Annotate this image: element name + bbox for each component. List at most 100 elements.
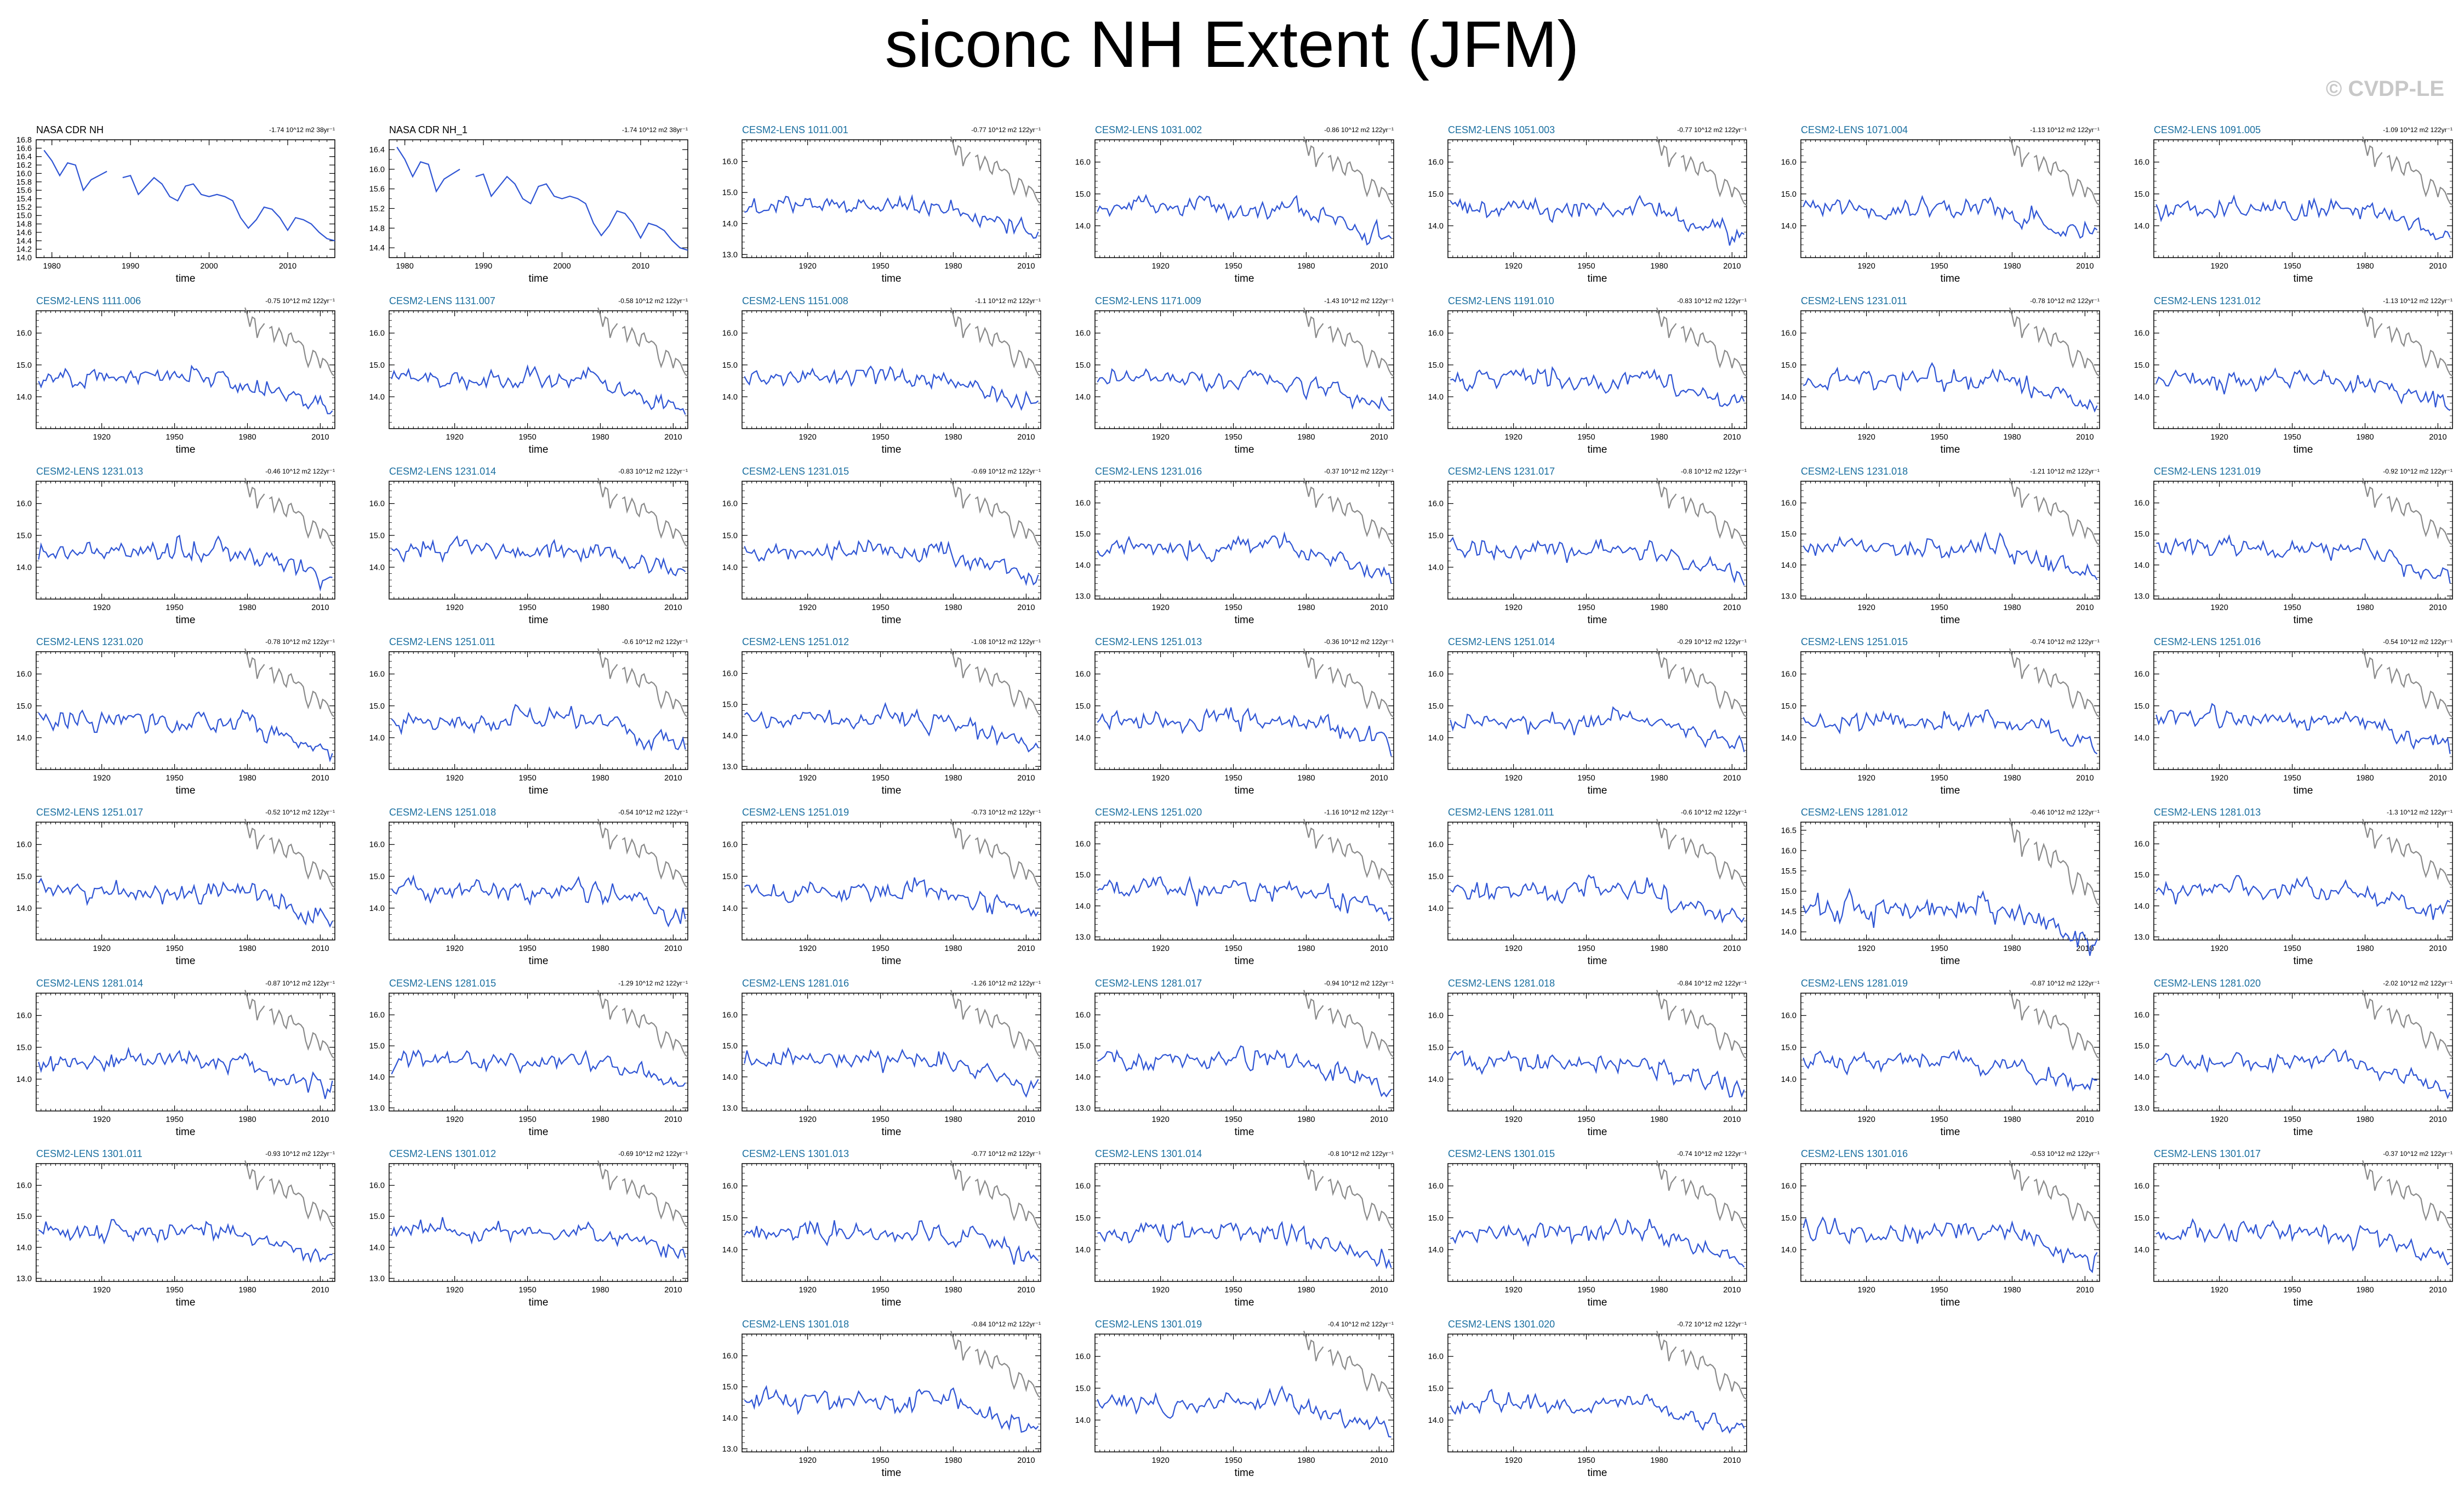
x-axis-label: time bbox=[176, 955, 196, 967]
y-tick-label: 14.5 bbox=[1781, 908, 1796, 916]
x-tick-label: 1950 bbox=[166, 433, 183, 442]
obs-overlay-line bbox=[950, 989, 1041, 1057]
plot-frame bbox=[742, 310, 1041, 429]
x-axis-label: time bbox=[529, 1297, 549, 1308]
y-tick-label: 16.4 bbox=[369, 146, 385, 155]
y-tick-label: 15.0 bbox=[1428, 532, 1444, 540]
plot-frame bbox=[389, 310, 688, 429]
panel-40: CESM2-LENS 1281.019 -0.87 10^12 m2 122yr⁻… bbox=[1781, 978, 2100, 1138]
series-line bbox=[1450, 1388, 1745, 1434]
series-line bbox=[1097, 1045, 1392, 1098]
x-tick-label: 1950 bbox=[518, 774, 536, 783]
series-line bbox=[38, 709, 333, 763]
x-tick-label: 1980 bbox=[2356, 774, 2374, 783]
x-axis-label: time bbox=[176, 1297, 196, 1308]
panel-title: CESM2-LENS 1281.018 bbox=[1448, 978, 1555, 989]
x-tick-label: 1980 bbox=[2003, 1286, 2021, 1295]
y-tick-label: 15.0 bbox=[1781, 1044, 1796, 1052]
x-tick-label: 2010 bbox=[1017, 433, 1035, 442]
x-tick-label: 1920 bbox=[1152, 1456, 1170, 1465]
x-tick-label: 2010 bbox=[664, 603, 682, 612]
y-tick-label: 16.0 bbox=[1428, 841, 1444, 850]
x-tick-label: 1950 bbox=[871, 433, 889, 442]
x-axis-label: time bbox=[2294, 273, 2313, 284]
x-tick-label: 2010 bbox=[2429, 1115, 2446, 1124]
x-tick-label: 2010 bbox=[279, 262, 296, 271]
series-line bbox=[744, 877, 1039, 918]
trend-label: -0.83 10^12 m2 122yr⁻¹ bbox=[618, 468, 688, 475]
series-line bbox=[1803, 887, 2098, 956]
y-tick-label: 15.0 bbox=[722, 1042, 738, 1051]
x-tick-label: 1990 bbox=[475, 262, 492, 271]
y-tick-label: 14.0 bbox=[369, 1244, 385, 1252]
obs-overlay-line bbox=[1303, 1160, 1394, 1230]
x-tick-label: 1950 bbox=[518, 944, 536, 953]
x-tick-label: 1950 bbox=[166, 774, 183, 783]
x-tick-label: 1980 bbox=[1650, 774, 1668, 783]
obs-overlay-line bbox=[1656, 989, 1747, 1059]
x-tick-label: 1920 bbox=[1858, 1286, 1875, 1295]
x-tick-label: 1950 bbox=[1224, 1456, 1242, 1465]
obs-overlay-line bbox=[950, 136, 1041, 204]
x-tick-label: 1980 bbox=[238, 1115, 256, 1124]
panel-title: CESM2-LENS 1231.018 bbox=[1801, 466, 1908, 477]
panel-19: CESM2-LENS 1231.018 -1.21 10^12 m2 122yr⁻… bbox=[1781, 466, 2100, 626]
y-tick-label: 16.0 bbox=[722, 670, 738, 679]
x-tick-label: 1980 bbox=[2356, 1286, 2374, 1295]
y-tick-label: 14.4 bbox=[369, 244, 385, 253]
trend-label: -0.94 10^12 m2 122yr⁻¹ bbox=[1324, 979, 1394, 987]
y-tick-label: 15.0 bbox=[1781, 887, 1796, 896]
panel-5: CESM2-LENS 1071.004 -1.13 10^12 m2 122yr⁻… bbox=[1781, 124, 2100, 284]
y-tick-label: 16.0 bbox=[16, 670, 32, 679]
y-tick-label: 15.0 bbox=[2134, 702, 2149, 711]
y-tick-label: 14.0 bbox=[1075, 902, 1091, 911]
trend-label: -0.84 10^12 m2 122yr⁻¹ bbox=[1677, 979, 1747, 987]
series-line bbox=[1803, 1216, 2098, 1274]
x-tick-label: 1920 bbox=[2211, 944, 2228, 953]
y-tick-label: 16.0 bbox=[1428, 1182, 1444, 1191]
x-tick-label: 1980 bbox=[1650, 433, 1668, 442]
x-tick-label: 1920 bbox=[1505, 1456, 1522, 1465]
x-tick-label: 1950 bbox=[518, 1115, 536, 1124]
x-axis-label: time bbox=[2294, 1297, 2313, 1308]
y-tick-label: 15.0 bbox=[1428, 873, 1444, 881]
x-axis-label: time bbox=[176, 444, 196, 455]
x-tick-label: 1980 bbox=[1297, 1456, 1315, 1465]
y-tick-label: 16.0 bbox=[1428, 1012, 1444, 1021]
y-tick-label: 16.0 bbox=[369, 166, 385, 174]
x-tick-label: 1950 bbox=[518, 1286, 536, 1295]
y-tick-label: 15.0 bbox=[1075, 1214, 1091, 1223]
y-tick-label: 14.2 bbox=[16, 246, 32, 254]
y-tick-label: 14.0 bbox=[16, 904, 32, 913]
plot-frame bbox=[742, 1163, 1041, 1282]
plot-frame bbox=[2153, 139, 2453, 258]
y-tick-label: 15.0 bbox=[1781, 361, 1796, 370]
x-axis-label: time bbox=[1235, 785, 1254, 796]
x-tick-label: 1950 bbox=[2283, 1286, 2301, 1295]
panel-title: CESM2-LENS 1301.012 bbox=[389, 1148, 496, 1159]
trend-label: -0.8 10^12 m2 122yr⁻¹ bbox=[1328, 1150, 1394, 1158]
x-tick-label: 1950 bbox=[518, 603, 536, 612]
x-tick-label: 1920 bbox=[1858, 433, 1875, 442]
y-tick-label: 16.0 bbox=[2134, 1011, 2149, 1020]
x-axis-label: time bbox=[1588, 1297, 1607, 1308]
x-axis-label: time bbox=[882, 955, 902, 967]
x-axis-label: time bbox=[1941, 955, 1960, 967]
panel-title: CESM2-LENS 1281.012 bbox=[1801, 807, 1908, 818]
y-tick-label: 15.0 bbox=[722, 532, 738, 540]
x-tick-label: 1920 bbox=[1505, 1286, 1522, 1295]
x-tick-label: 1980 bbox=[2003, 1115, 2021, 1124]
obs-overlay-line bbox=[950, 307, 1041, 377]
y-tick-label: 13.0 bbox=[369, 1274, 385, 1283]
panel-9: CESM2-LENS 1151.008 -1.1 10^12 m2 122yr⁻¹… bbox=[722, 295, 1041, 455]
trend-label: -0.78 10^12 m2 122yr⁻¹ bbox=[265, 638, 335, 646]
y-tick-label: 14.0 bbox=[1428, 734, 1444, 743]
x-tick-label: 1920 bbox=[799, 603, 817, 612]
panel-title: CESM2-LENS 1151.008 bbox=[742, 295, 848, 306]
y-tick-label: 15.0 bbox=[16, 361, 32, 370]
plot-frame bbox=[36, 1163, 335, 1282]
x-tick-label: 2010 bbox=[664, 1286, 682, 1295]
y-tick-label: 14.0 bbox=[1781, 561, 1796, 570]
panel-24: CESM2-LENS 1251.013 -0.36 10^12 m2 122yr⁻… bbox=[1075, 636, 1394, 796]
plot-frame bbox=[1447, 481, 1747, 600]
